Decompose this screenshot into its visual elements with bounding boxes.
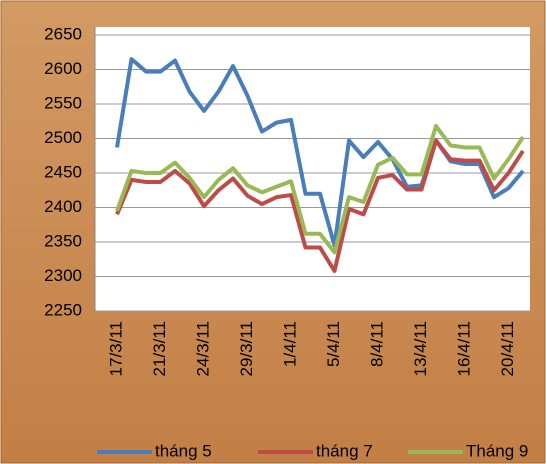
y-tick-label: 2350 — [44, 231, 82, 250]
series-line — [115, 124, 525, 255]
x-tick-label: 1/4/11 — [280, 321, 299, 367]
x-tick-label: 5/4/11 — [324, 321, 343, 367]
legend-label: Tháng 9 — [466, 441, 528, 460]
x-tick-label: 21/3/11 — [150, 321, 169, 376]
x-tick-label: 20/4/11 — [498, 321, 517, 376]
x-tick-label: 16/4/11 — [454, 321, 473, 376]
y-tick-label: 2300 — [44, 266, 82, 285]
y-tick-label: 2550 — [44, 93, 82, 112]
legend-label: tháng 7 — [316, 441, 373, 460]
legend-label: tháng 5 — [155, 441, 212, 460]
y-tick-label: 2450 — [44, 162, 82, 181]
y-tick-label: 2500 — [44, 128, 82, 147]
y-tick-label: 2650 — [44, 24, 82, 43]
series-line — [115, 57, 525, 248]
y-tick-label: 2400 — [44, 197, 82, 216]
y-tick-label: 2250 — [44, 300, 82, 319]
series-line — [115, 138, 525, 273]
x-tick-label: 17/3/11 — [106, 321, 125, 376]
y-tick-label: 2600 — [44, 59, 82, 78]
x-tick-label: 8/4/11 — [367, 321, 386, 367]
x-tick-label: 13/4/11 — [411, 321, 430, 376]
x-tick-label: 29/3/11 — [237, 321, 256, 376]
x-tick-label: 24/3/11 — [193, 321, 212, 376]
